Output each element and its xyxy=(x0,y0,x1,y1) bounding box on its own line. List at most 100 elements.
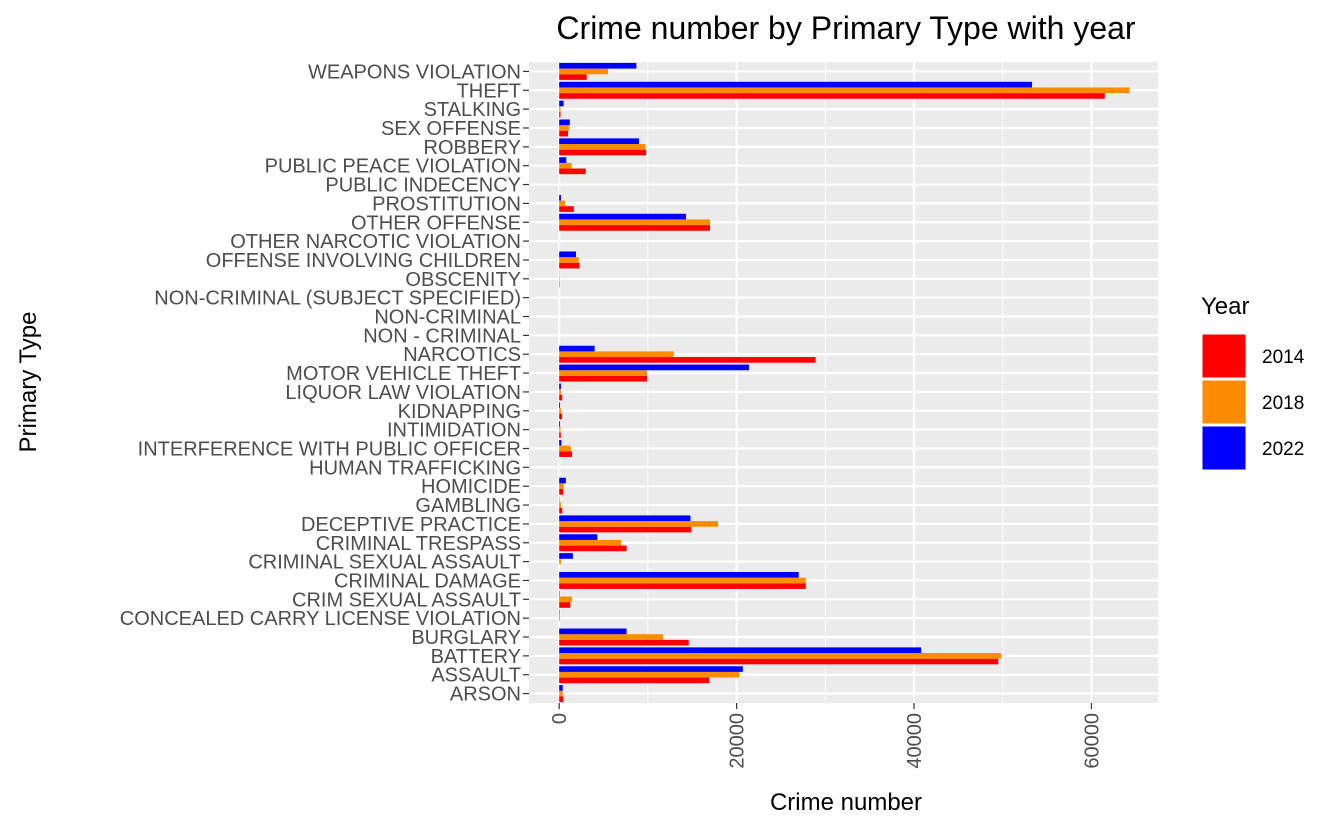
bar xyxy=(559,571,799,578)
bar xyxy=(559,677,710,684)
bar xyxy=(559,558,561,565)
bar xyxy=(559,262,580,269)
bar xyxy=(559,206,574,212)
y-tick-label: KIDNAPPING xyxy=(398,401,521,423)
bar xyxy=(559,87,1130,94)
y-tick-label: INTIMIDATION xyxy=(387,420,521,442)
bar xyxy=(559,658,999,665)
bar xyxy=(559,62,637,69)
bar xyxy=(559,213,687,220)
bar xyxy=(559,639,689,646)
y-tick-label: PROSTITUTION xyxy=(372,193,521,215)
x-tick-label: 0 xyxy=(549,713,571,724)
y-tick-label: HUMAN TRAFFICKING xyxy=(309,457,521,479)
bar xyxy=(559,634,663,640)
bar xyxy=(559,168,586,175)
bar xyxy=(559,389,561,395)
y-tick-label: NON-CRIMINAL (SUBJECT SPECIFIED) xyxy=(154,288,521,310)
bar xyxy=(559,370,647,376)
bar xyxy=(559,225,710,231)
legend-label: 2014 xyxy=(1262,347,1305,368)
y-tick-label: LIQUOR LAW VIOLATION xyxy=(285,382,521,404)
bar xyxy=(559,451,573,457)
plot-panel xyxy=(529,62,1158,703)
bar xyxy=(559,489,564,495)
bar xyxy=(559,351,674,358)
bar xyxy=(559,119,570,126)
bar xyxy=(559,440,562,446)
bar xyxy=(559,149,647,156)
bar xyxy=(559,477,566,484)
bar xyxy=(559,553,573,559)
y-tick-label: OTHER NARCOTIC VIOLATION xyxy=(230,231,521,253)
y-tick-label: WEAPONS VIOLATION xyxy=(308,61,521,83)
bar xyxy=(559,602,571,608)
y-tick-label: NON-CRIMINAL xyxy=(374,307,521,329)
bar xyxy=(559,144,646,150)
y-tick-label: HOMICIDE xyxy=(421,476,521,498)
legend: 2014 2018 2022 xyxy=(1201,333,1305,471)
bar xyxy=(559,483,564,490)
y-tick-label: MOTOR VEHICLE THEFT xyxy=(286,363,521,385)
bar xyxy=(559,696,564,703)
x-axis-ticks: 0 20000 40000 60000 xyxy=(549,703,1103,769)
bar xyxy=(559,162,572,169)
legend-title: Year xyxy=(1201,293,1250,320)
y-tick-label: INTERFERENCE WITH PUBLIC OFFICER xyxy=(138,438,521,460)
bar xyxy=(559,219,710,226)
bar xyxy=(559,432,561,439)
y-tick-label: GAMBLING xyxy=(415,495,521,517)
y-tick-label: OTHER OFFENSE xyxy=(351,212,521,234)
y-tick-label: CRIM SEXUAL ASSAULT xyxy=(292,589,521,611)
bar xyxy=(559,383,561,390)
bar xyxy=(559,194,561,201)
bar xyxy=(559,200,565,207)
bar xyxy=(559,81,1033,88)
bar xyxy=(559,375,647,382)
y-tick-label: NARCOTICS xyxy=(403,344,521,366)
bar xyxy=(559,515,691,522)
bar xyxy=(559,93,1105,99)
bar xyxy=(559,507,563,514)
x-tick-label: 60000 xyxy=(1081,713,1103,769)
bar xyxy=(559,583,806,589)
bar xyxy=(559,100,564,107)
y-tick-label: PUBLIC PEACE VIOLATION xyxy=(265,156,521,178)
y-tick-label: PUBLIC INDECENCY xyxy=(325,175,521,197)
bar xyxy=(559,445,571,452)
x-axis-title: Crime number xyxy=(770,789,922,816)
bar xyxy=(559,257,579,263)
bar xyxy=(559,357,816,363)
x-tick-label: 40000 xyxy=(904,713,926,769)
y-axis-title: Primary Type xyxy=(15,312,42,453)
bar xyxy=(559,402,561,408)
bar xyxy=(559,653,1001,659)
y-tick-label: CRIMINAL TRESPASS xyxy=(316,533,521,555)
y-tick-label: THEFT xyxy=(457,80,521,102)
bar xyxy=(559,394,563,401)
bar xyxy=(559,138,640,145)
bar xyxy=(559,68,608,75)
bar xyxy=(559,345,595,352)
bar xyxy=(559,545,627,552)
chart-title: Crime number by Primary Type with year xyxy=(556,10,1135,46)
bar xyxy=(559,364,750,371)
y-tick-label: CRIMINAL SEXUAL ASSAULT xyxy=(248,552,521,574)
legend-swatch xyxy=(1201,333,1247,379)
legend-label: 2022 xyxy=(1262,439,1304,460)
bar xyxy=(559,157,567,163)
x-tick-label: 20000 xyxy=(727,713,749,769)
y-tick-label: ROBBERY xyxy=(424,137,521,159)
y-tick-label: NON - CRIMINAL xyxy=(363,325,521,347)
bar xyxy=(559,251,577,258)
bar xyxy=(559,671,740,678)
bar xyxy=(559,407,561,414)
bar xyxy=(559,596,573,603)
bar xyxy=(559,539,622,546)
bar xyxy=(559,577,806,584)
y-tick-label: OBSCENITY xyxy=(405,269,521,291)
y-tick-label: ARSON xyxy=(450,684,521,706)
y-tick-label: CRIMINAL DAMAGE xyxy=(334,570,521,592)
y-tick-label: OFFENSE INVOLVING CHILDREN xyxy=(206,250,521,272)
